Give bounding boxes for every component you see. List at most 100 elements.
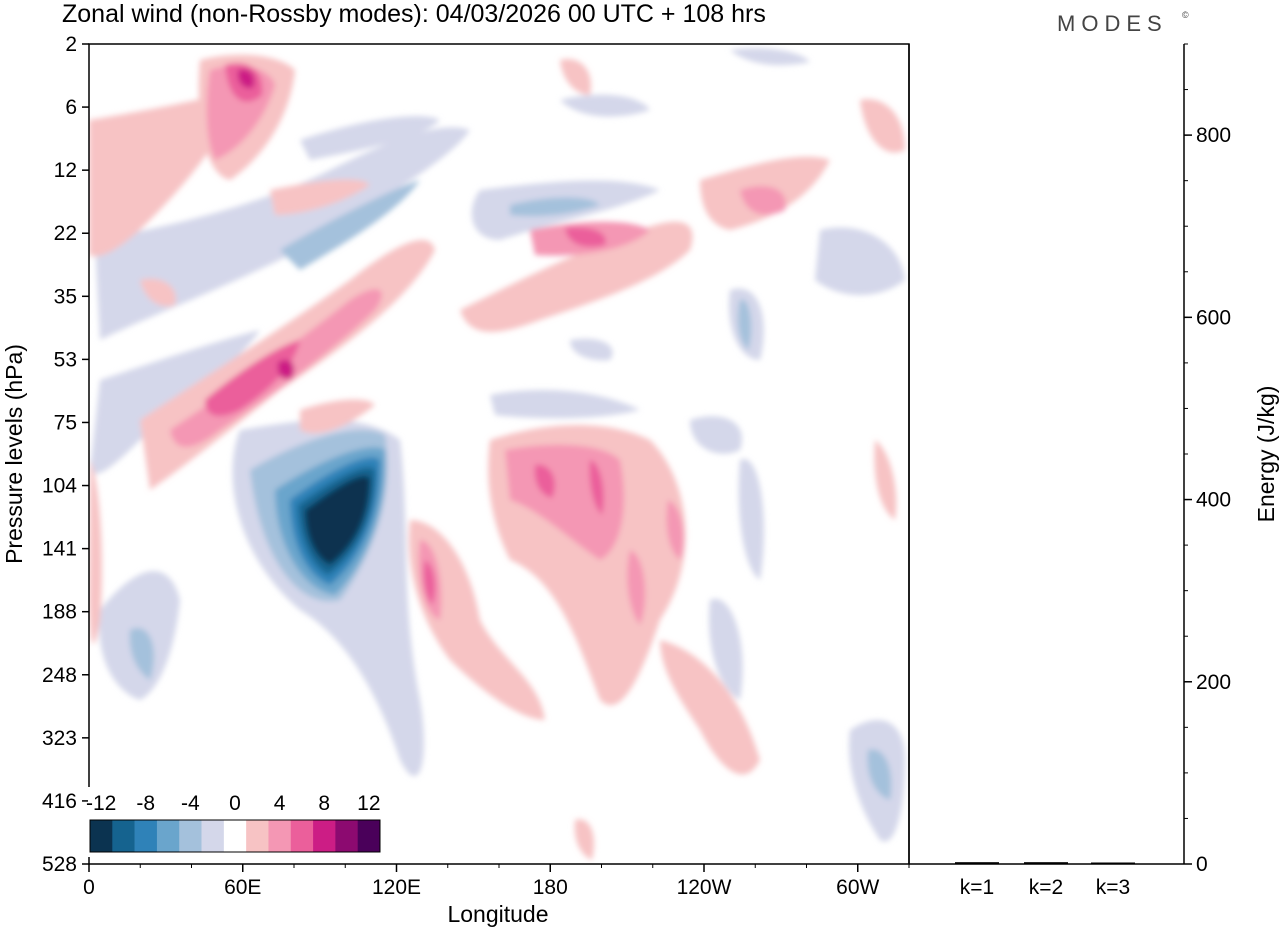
- x-tick-label: 180: [533, 876, 568, 899]
- colorbar-swatch: [290, 820, 314, 852]
- neg-region: [300, 116, 440, 160]
- pos-region: [660, 640, 760, 775]
- y-tick-label: 104: [42, 475, 77, 498]
- pos-region: [874, 440, 897, 520]
- x-axis-label: Longitude: [447, 901, 548, 927]
- y-tick-label: 188: [42, 601, 77, 624]
- neg-region: [815, 227, 905, 295]
- y-tick-label: 75: [54, 411, 77, 434]
- y-tick-label: 22: [54, 222, 77, 245]
- colorbar-label: -12: [86, 792, 116, 815]
- neg-region: [560, 94, 650, 117]
- energy-axis-label: Energy (J/kg): [1253, 386, 1279, 523]
- energy-tick-label: 0: [1196, 853, 1208, 876]
- chart-title: Zonal wind (non-Rossby modes): 04/03/202…: [62, 0, 766, 28]
- colorbar-label: -4: [181, 792, 200, 815]
- y-tick-label: 53: [54, 348, 77, 371]
- wind-field: [89, 44, 909, 864]
- y-tick-label: 35: [54, 285, 77, 308]
- neg-region: [867, 749, 892, 800]
- energy-category-label: k=1: [960, 876, 994, 899]
- neg-region: [280, 180, 420, 270]
- colorbar: -12 -8 -4 0 4 8 12: [86, 787, 383, 857]
- energy-bar: [1024, 862, 1068, 864]
- pos-region: [565, 227, 606, 247]
- colorbar-swatch: [357, 820, 381, 852]
- colorbar-label: 0: [229, 792, 241, 815]
- brand-mark: ©: [1182, 10, 1189, 20]
- pos-region: [270, 179, 370, 215]
- neg-region: [738, 459, 764, 580]
- neg-region: [709, 598, 743, 700]
- pos-region: [205, 340, 300, 416]
- pos-region: [237, 69, 255, 89]
- colorbar-swatch: [246, 820, 269, 852]
- x-tick-label: 120E: [372, 876, 421, 899]
- pos-region: [460, 221, 693, 332]
- y-tick-label: 12: [54, 159, 77, 182]
- colorbar-label: 8: [318, 792, 330, 815]
- pos-region: [560, 59, 591, 95]
- pos-region: [140, 278, 176, 307]
- neg-region: [730, 48, 810, 66]
- pos-region: [574, 819, 595, 860]
- colorbar-frame: [89, 819, 381, 853]
- neg-region: [510, 197, 600, 217]
- neg-region: [305, 476, 370, 565]
- x-tick-label: 0: [83, 876, 95, 899]
- y-tick-label: 6: [65, 96, 77, 119]
- y-tick-label: 2: [65, 33, 77, 56]
- pos-region: [277, 359, 295, 380]
- colorbar-swatch: [112, 820, 135, 852]
- pos-region: [589, 460, 604, 515]
- pos-region: [423, 560, 436, 605]
- brand-text: MODES: [1057, 11, 1168, 36]
- y-tick-label: 248: [42, 664, 77, 687]
- y-tick-label: 528: [42, 853, 77, 876]
- y-tick-label: 416: [42, 790, 77, 813]
- colorbar-swatch: [90, 820, 113, 852]
- energy-tick-label: 800: [1196, 124, 1231, 147]
- colorbar-swatch: [201, 820, 225, 852]
- pos-region: [89, 460, 102, 644]
- pos-region: [409, 520, 545, 720]
- neg-region: [95, 127, 470, 340]
- energy-category-label: k=2: [1029, 876, 1063, 899]
- pos-region: [300, 399, 375, 434]
- energy-panel: 0 200 400 600 800 k=1 k=2 k=3 Energy (J/kg): [908, 43, 1279, 899]
- colorbar-swatch: [134, 820, 158, 852]
- colorbar-swatch: [223, 820, 247, 852]
- pos-region: [860, 99, 905, 153]
- energy-tick-label: 600: [1196, 306, 1231, 329]
- neg-region: [738, 299, 752, 350]
- pos-region: [627, 550, 646, 625]
- colorbar-label: 12: [357, 792, 380, 815]
- colorbar-swatch: [268, 820, 292, 852]
- x-tick-label: 60W: [836, 876, 879, 899]
- colorbar-swatch: [179, 820, 202, 852]
- neg-region: [690, 416, 742, 454]
- energy-tick-label: 400: [1196, 489, 1231, 512]
- y-tick-label: 323: [42, 727, 77, 750]
- neg-region: [570, 338, 613, 361]
- pos-region: [534, 464, 555, 498]
- x-tick-label: 60E: [224, 876, 261, 899]
- energy-bar: [955, 862, 999, 864]
- longitude-axis: 0 60E 120E 180 120W 60W: [83, 864, 910, 899]
- colorbar-swatch: [313, 820, 336, 852]
- neg-region: [490, 390, 640, 419]
- energy-tick-label: 200: [1196, 671, 1231, 694]
- colorbar-label: -8: [136, 792, 155, 815]
- y-axis-label: Pressure levels (hPa): [1, 344, 27, 564]
- pos-region: [666, 500, 684, 560]
- neg-region: [129, 628, 154, 680]
- colorbar-label: 4: [274, 792, 286, 815]
- energy-category-label: k=3: [1096, 876, 1130, 899]
- colorbar-swatch: [335, 820, 358, 852]
- colorbar-swatch: [156, 820, 180, 852]
- brand-logo: MODES ©: [1057, 10, 1189, 36]
- x-tick-label: 120W: [677, 876, 732, 899]
- pos-region: [740, 186, 786, 215]
- energy-bar: [1091, 862, 1135, 864]
